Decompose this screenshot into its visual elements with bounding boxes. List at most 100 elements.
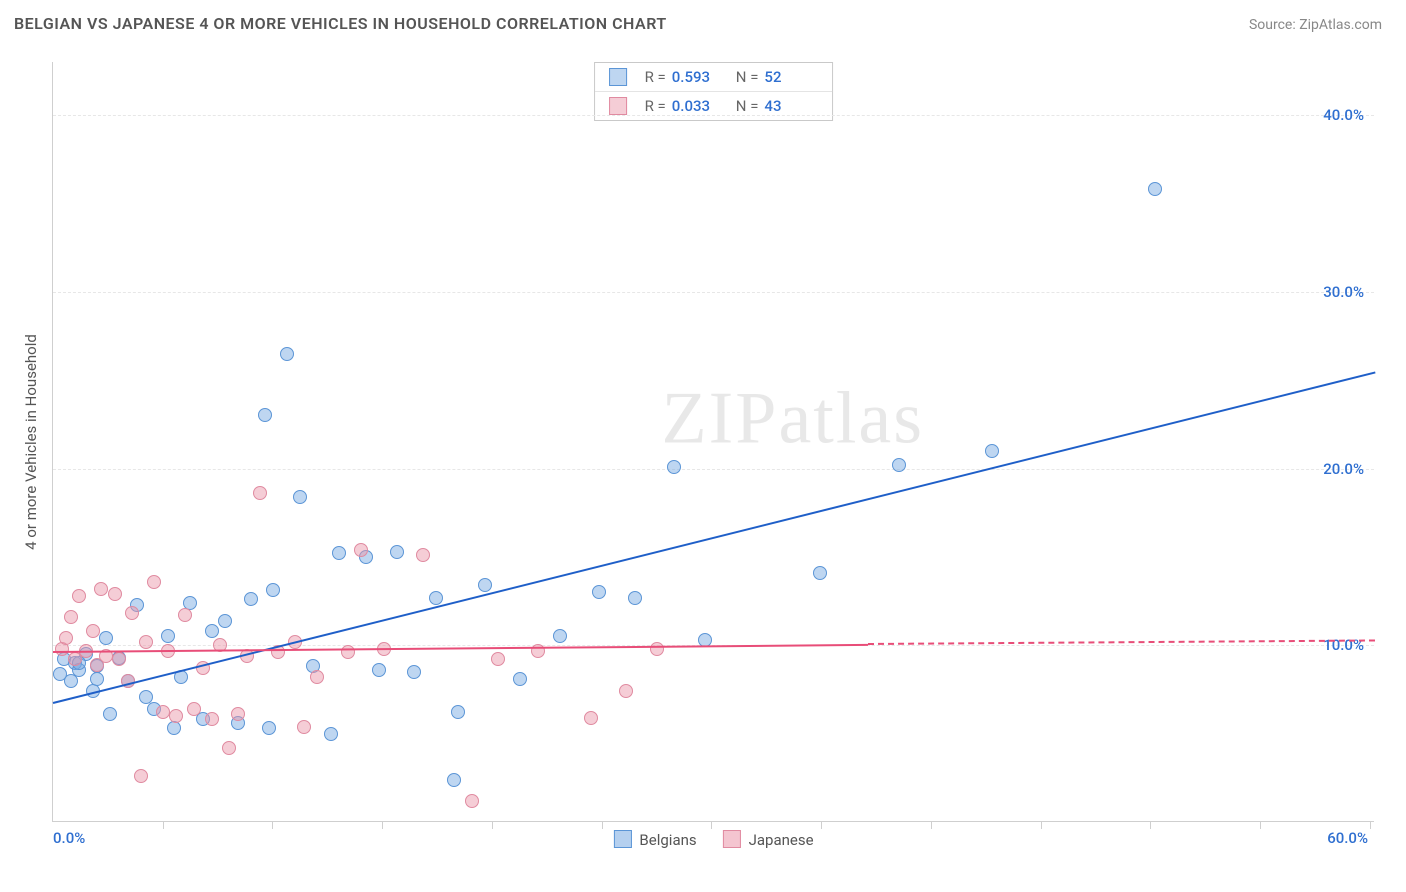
chart-header: BELGIAN VS JAPANESE 4 OR MORE VEHICLES I…: [0, 0, 1406, 43]
legend-item-japanese: Japanese: [723, 830, 814, 849]
x-tick: [1370, 821, 1371, 829]
data-point: [72, 589, 86, 603]
data-point: [447, 773, 461, 787]
data-point: [222, 741, 236, 755]
data-point: [156, 705, 170, 719]
chart-source: Source: ZipAtlas.com: [1249, 17, 1382, 33]
data-point: [390, 545, 404, 559]
legend-label-belgians: Belgians: [639, 831, 696, 849]
legend-n-label: N =: [736, 97, 759, 115]
legend-r-label: R =: [645, 97, 666, 115]
legend-n-value-belgians: 52: [764, 68, 818, 86]
data-point: [650, 642, 664, 656]
data-point: [416, 548, 430, 562]
legend-row-belgians: R = 0.593 N = 52: [595, 63, 833, 92]
x-tick: [1041, 821, 1042, 829]
legend-swatch-japanese: [609, 97, 627, 115]
y-axis-label: 4 or more Vehicles in Household: [22, 334, 40, 550]
x-tick: [272, 821, 273, 829]
data-point: [372, 663, 386, 677]
data-point: [280, 347, 294, 361]
data-point: [592, 585, 606, 599]
y-tick-label: 30.0%: [1323, 283, 1364, 301]
x-tick: [1150, 821, 1151, 829]
data-point: [147, 575, 161, 589]
data-point: [332, 546, 346, 560]
data-point: [139, 635, 153, 649]
x-tick: [711, 821, 712, 829]
data-point: [407, 665, 421, 679]
data-point: [218, 614, 232, 628]
data-point: [187, 702, 201, 716]
data-point: [161, 629, 175, 643]
data-point: [258, 408, 272, 422]
y-tick-label: 40.0%: [1323, 106, 1364, 124]
data-point: [628, 591, 642, 605]
data-point: [205, 712, 219, 726]
x-tick: [492, 821, 493, 829]
data-point: [112, 652, 126, 666]
data-point: [297, 720, 311, 734]
x-tick: [163, 821, 164, 829]
legend-label-japanese: Japanese: [749, 831, 814, 849]
gridline-h: [53, 469, 1374, 470]
data-point: [619, 684, 633, 698]
legend-n-value-japanese: 43: [764, 97, 818, 115]
data-point: [103, 707, 117, 721]
data-point: [813, 566, 827, 580]
data-point: [667, 460, 681, 474]
data-point: [293, 490, 307, 504]
chart-container: 4 or more Vehicles in Household ZIPatlas…: [14, 44, 1392, 882]
correlation-legend: R = 0.593 N = 52 R = 0.033 N = 43: [594, 62, 834, 121]
legend-swatch-japanese-bottom: [723, 830, 741, 848]
watermark-zip: ZIP: [661, 377, 778, 459]
data-point: [169, 709, 183, 723]
plot-area: 4 or more Vehicles in Household ZIPatlas…: [52, 62, 1374, 822]
x-tick: [821, 821, 822, 829]
data-point: [1148, 182, 1162, 196]
x-axis-start-label: 0.0%: [53, 829, 85, 847]
legend-r-value-japanese: 0.033: [672, 97, 726, 115]
data-point: [86, 624, 100, 638]
series-legend: Belgians Japanese: [613, 830, 813, 849]
data-point: [324, 727, 338, 741]
data-point: [108, 587, 122, 601]
data-point: [892, 458, 906, 472]
x-tick: [1260, 821, 1261, 829]
data-point: [491, 652, 505, 666]
data-point: [64, 610, 78, 624]
data-point: [584, 711, 598, 725]
data-point: [451, 705, 465, 719]
data-point: [94, 582, 108, 596]
trend-line: [53, 371, 1375, 703]
y-tick-label: 20.0%: [1323, 460, 1364, 478]
legend-r-value-belgians: 0.593: [672, 68, 726, 86]
x-tick: [382, 821, 383, 829]
legend-r-label: R =: [645, 68, 666, 86]
data-point: [429, 591, 443, 605]
data-point: [553, 629, 567, 643]
x-axis-end-label: 60.0%: [1327, 829, 1368, 847]
watermark: ZIPatlas: [661, 376, 924, 461]
x-tick: [931, 821, 932, 829]
data-point: [465, 794, 479, 808]
data-point: [167, 721, 181, 735]
data-point: [231, 707, 245, 721]
data-point: [310, 670, 324, 684]
data-point: [205, 624, 219, 638]
data-point: [985, 444, 999, 458]
data-point: [125, 606, 139, 620]
data-point: [253, 486, 267, 500]
x-tick: [602, 821, 603, 829]
data-point: [99, 631, 113, 645]
chart-title: BELGIAN VS JAPANESE 4 OR MORE VEHICLES I…: [14, 14, 667, 33]
legend-item-belgians: Belgians: [613, 830, 696, 849]
data-point: [178, 608, 192, 622]
data-point: [513, 672, 527, 686]
legend-swatch-belgians-bottom: [613, 830, 631, 848]
data-point: [139, 690, 153, 704]
data-point: [354, 543, 368, 557]
data-point: [531, 644, 545, 658]
legend-n-label: N =: [736, 68, 759, 86]
data-point: [244, 592, 258, 606]
